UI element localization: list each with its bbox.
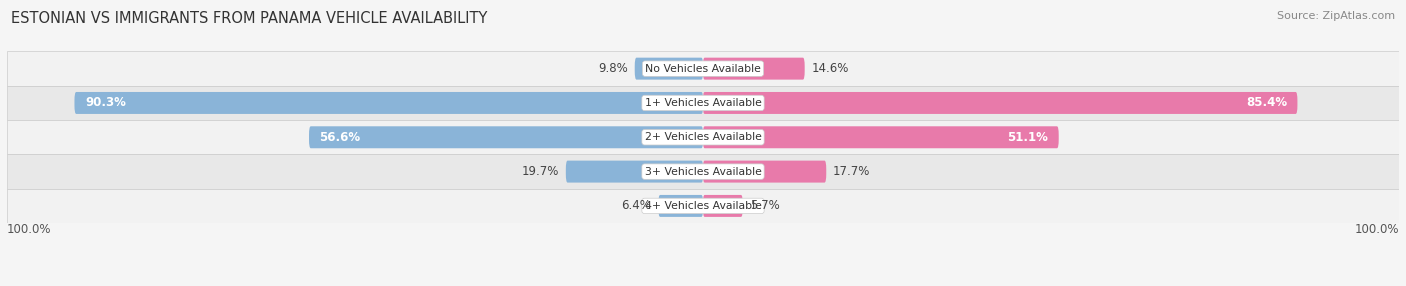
FancyBboxPatch shape [703,58,804,80]
Text: 51.1%: 51.1% [1007,131,1049,144]
FancyBboxPatch shape [703,92,1298,114]
FancyBboxPatch shape [7,86,1399,120]
Text: 2+ Vehicles Available: 2+ Vehicles Available [644,132,762,142]
FancyBboxPatch shape [658,195,703,217]
FancyBboxPatch shape [7,154,1399,189]
FancyBboxPatch shape [634,58,703,80]
FancyBboxPatch shape [309,126,703,148]
FancyBboxPatch shape [75,92,703,114]
FancyBboxPatch shape [703,161,827,182]
Text: ESTONIAN VS IMMIGRANTS FROM PANAMA VEHICLE AVAILABILITY: ESTONIAN VS IMMIGRANTS FROM PANAMA VEHIC… [11,11,488,26]
Text: 17.7%: 17.7% [834,165,870,178]
FancyBboxPatch shape [7,51,1399,86]
Text: 56.6%: 56.6% [319,131,361,144]
FancyBboxPatch shape [703,126,1059,148]
Text: 19.7%: 19.7% [522,165,560,178]
Text: 3+ Vehicles Available: 3+ Vehicles Available [644,167,762,176]
Text: 100.0%: 100.0% [1354,223,1399,236]
Text: 14.6%: 14.6% [811,62,849,75]
Text: 6.4%: 6.4% [621,199,651,212]
Text: 90.3%: 90.3% [84,96,127,110]
Text: 9.8%: 9.8% [598,62,628,75]
Text: 5.7%: 5.7% [749,199,779,212]
Text: 1+ Vehicles Available: 1+ Vehicles Available [644,98,762,108]
FancyBboxPatch shape [565,161,703,182]
FancyBboxPatch shape [7,189,1399,223]
Text: 100.0%: 100.0% [7,223,52,236]
FancyBboxPatch shape [7,120,1399,154]
FancyBboxPatch shape [703,195,742,217]
Text: 85.4%: 85.4% [1246,96,1286,110]
Text: No Vehicles Available: No Vehicles Available [645,64,761,74]
Text: Source: ZipAtlas.com: Source: ZipAtlas.com [1277,11,1395,21]
Text: 4+ Vehicles Available: 4+ Vehicles Available [644,201,762,211]
